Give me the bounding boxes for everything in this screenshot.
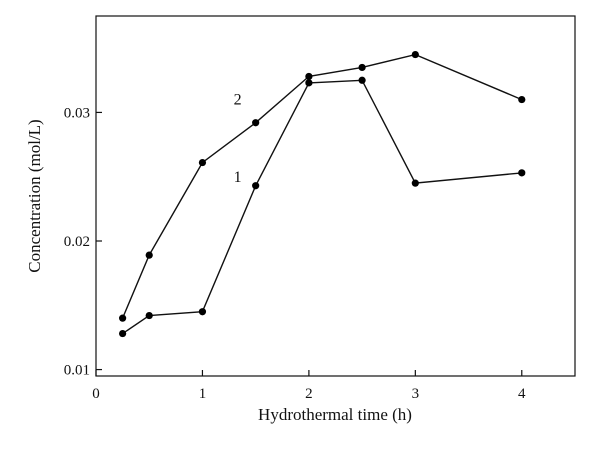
series-2-point [411,50,419,59]
x-tick-label: 4 [518,386,526,402]
y-tick-label: 0.02 [64,234,90,250]
series-2-label: 2 [234,92,242,109]
x-axis-ticks: 0 1 2 3 4 [92,370,526,402]
series-1-point [305,79,313,87]
plot-frame [95,15,576,377]
x-tick-label: 1 [199,386,207,402]
x-axis-label: Hydrothermal time (h) [258,405,412,424]
y-axis-ticks: 0.01 0.02 0.03 [64,105,102,379]
series-2-point [358,63,366,72]
series-1-label: 1 [234,169,242,186]
series-2-point [145,251,153,259]
series-2-point [198,158,207,167]
series-1-point [411,179,419,187]
series-layer: 12 [119,50,526,338]
series-2-point [252,119,260,127]
series-1-point [198,308,207,316]
y-tick-label: 0.01 [64,363,90,379]
x-tick-label: 3 [412,386,420,402]
series-1-point [119,329,127,338]
series-2-point [518,95,526,104]
series-2-point [305,72,313,81]
series-1-point [145,311,153,320]
series-1-point [518,169,526,177]
x-tick-label: 2 [305,386,313,402]
series-1-point [252,182,260,190]
x-tick-label: 0 [92,386,100,402]
series-2-line [121,53,523,319]
y-axis-label: Concentration (mol/L) [25,119,44,272]
series-1-line [122,79,522,335]
series-1-point [358,76,366,84]
series-2-point [119,314,127,322]
y-tick-label: 0.03 [64,105,90,121]
